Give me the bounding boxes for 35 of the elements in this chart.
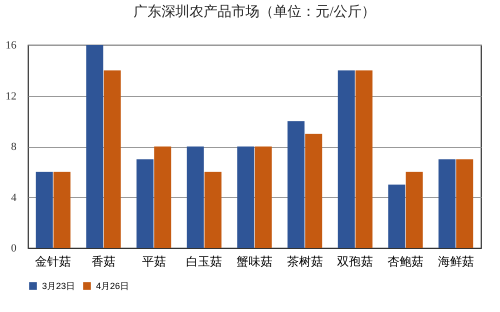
bar <box>254 146 272 248</box>
x-tick-label: 金针菇 <box>35 254 72 268</box>
bar <box>456 159 474 248</box>
x-tick-label: 平菇 <box>142 254 166 268</box>
y-tick-label: 8 <box>11 141 17 153</box>
bar <box>186 146 204 248</box>
legend-label: 3月23日 <box>42 281 76 291</box>
y-tick-label: 4 <box>11 192 17 204</box>
x-tick-label: 蟹味菇 <box>236 254 272 268</box>
bar <box>36 172 53 248</box>
legend-label: 4月26日 <box>96 281 130 291</box>
bar <box>438 159 456 248</box>
y-tick-label: 0 <box>11 242 17 254</box>
x-tick-label: 香菇 <box>92 254 116 268</box>
y-tick-label: 12 <box>6 90 16 102</box>
x-tick-label: 双孢菇 <box>337 254 374 268</box>
x-tick-label: 杏鲍菇 <box>388 254 424 268</box>
bar <box>136 159 154 248</box>
x-tick-label: 海鲜菇 <box>438 254 474 268</box>
chart-title: 广东深圳农产品市场（单位：元/公斤） <box>134 4 376 20</box>
bar <box>305 134 322 248</box>
y-tick-label: 16 <box>6 40 17 52</box>
bar <box>104 70 121 248</box>
bar <box>355 70 372 248</box>
x-tick-label: 茶树菇 <box>286 254 323 268</box>
bar <box>154 146 172 248</box>
bar <box>204 172 222 248</box>
bar <box>388 184 406 248</box>
x-tick-label: 白玉菇 <box>186 254 222 268</box>
bar <box>288 121 305 248</box>
bar <box>237 146 254 248</box>
bar <box>406 172 423 248</box>
bar <box>86 45 104 248</box>
bar <box>338 70 355 248</box>
bar <box>53 172 70 248</box>
